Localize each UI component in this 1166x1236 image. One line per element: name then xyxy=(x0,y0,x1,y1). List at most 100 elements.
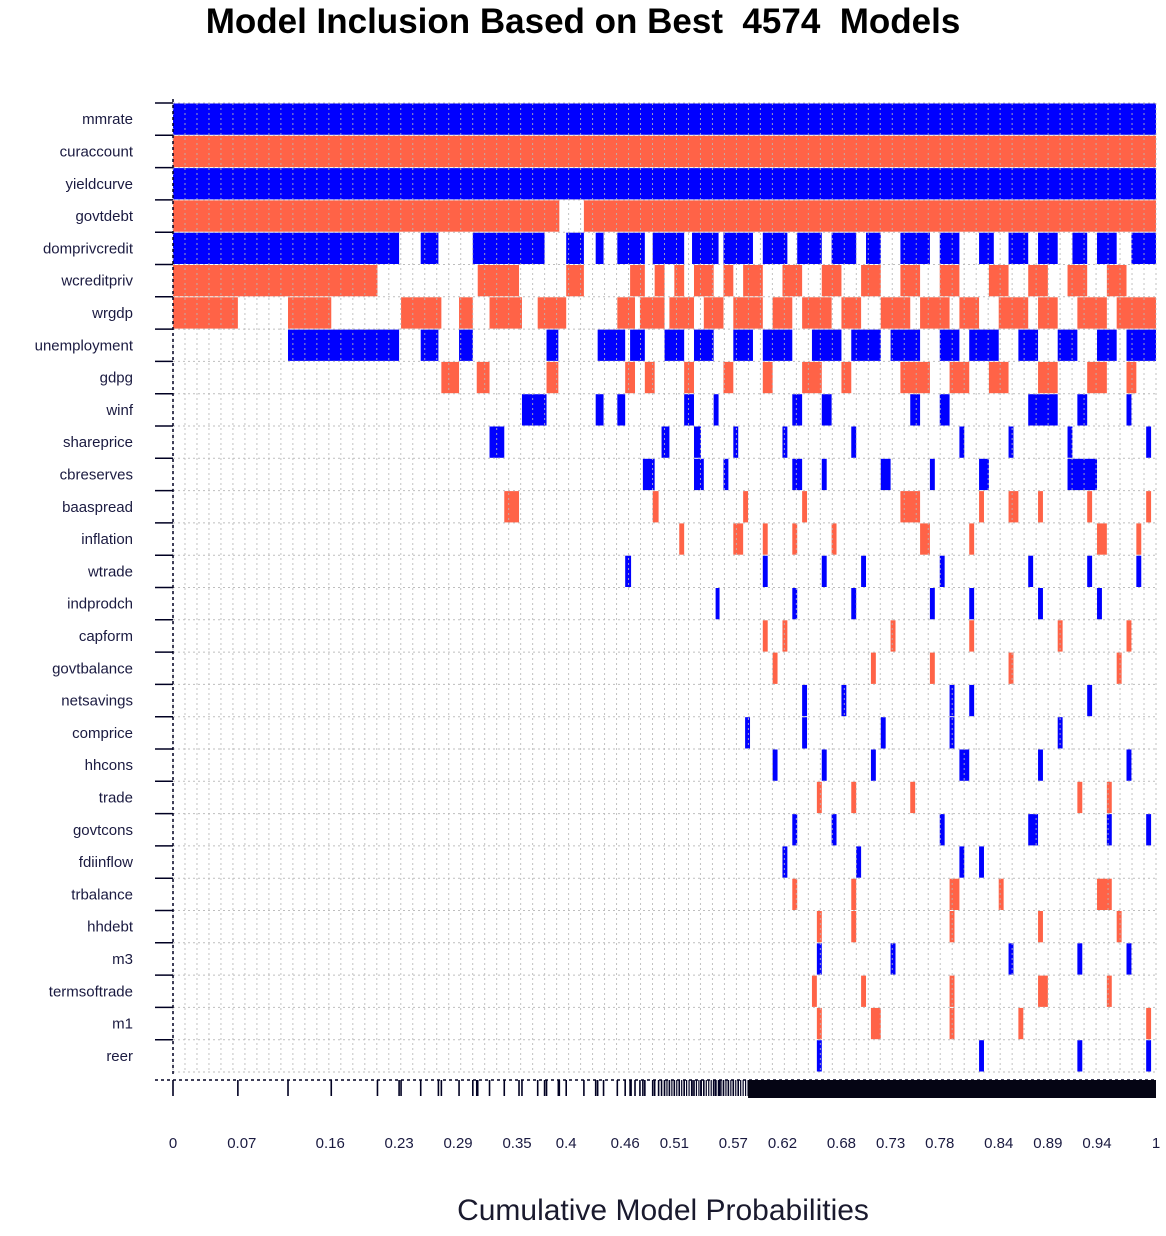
inclusion-cell-shareprice xyxy=(733,426,739,458)
inclusion-cell-hhcons xyxy=(772,749,778,781)
inclusion-cell-hhcons xyxy=(959,749,970,781)
variable-label-shareprice: shareprice xyxy=(63,434,133,451)
inclusion-cell-netsavings xyxy=(969,684,975,717)
inclusion-cell-wcreditpriv xyxy=(654,265,665,297)
inclusion-cell-capform xyxy=(890,620,896,652)
x-tick-label: 0.4 xyxy=(556,1135,577,1152)
inclusion-cell-govtcons xyxy=(792,814,798,846)
variable-label-netsavings: netsavings xyxy=(61,693,133,710)
inclusion-cell-capform xyxy=(1057,620,1063,652)
inclusion-cell-wcreditpriv xyxy=(630,265,645,297)
inclusion-cell-wtrade xyxy=(1028,555,1034,587)
inclusion-cell-govtbalance xyxy=(929,652,935,684)
inclusion-cell-m3 xyxy=(1008,943,1014,975)
inclusion-cell-winf xyxy=(792,394,803,426)
variable-label-fdiinflow: fdiinflow xyxy=(79,854,133,871)
inclusion-cell-unemployment xyxy=(459,329,473,361)
inclusion-cell-baaspread xyxy=(979,491,984,523)
variable-label-trade: trade xyxy=(99,789,133,806)
inclusion-cell-capform xyxy=(782,620,788,652)
inclusion-cell-hhdebt xyxy=(1038,911,1043,943)
inclusion-cell-comprice xyxy=(949,717,955,749)
inclusion-cell-govtdebt xyxy=(173,200,560,232)
inclusion-cell-termsoftrade xyxy=(861,975,867,1007)
inclusion-cell-domprivcredit xyxy=(566,232,584,264)
inclusion-cell-fdiinflow xyxy=(979,846,984,878)
variable-label-gdpg: gdpg xyxy=(100,370,133,387)
variable-label-termsoftrade: termsoftrade xyxy=(49,983,133,1000)
x-tick-label: 0.51 xyxy=(660,1135,689,1152)
variable-label-govtdebt: govtdebt xyxy=(75,208,133,225)
inclusion-cell-domprivcredit xyxy=(1008,232,1029,264)
inclusion-cell-unemployment xyxy=(693,329,714,361)
x-tick-label: 0.78 xyxy=(925,1135,954,1152)
inclusion-cell-unemployment xyxy=(420,329,439,361)
inclusion-cell-wtrade xyxy=(939,555,945,587)
inclusion-cell-gdpg xyxy=(988,361,1009,394)
inclusion-cell-shareprice xyxy=(1146,426,1152,458)
inclusion-cell-baaspread xyxy=(652,491,659,523)
variable-label-capform: capform xyxy=(79,628,133,645)
x-tick-label: 0.89 xyxy=(1033,1135,1062,1152)
chart-title: Model Inclusion Based on Best 4574 Model… xyxy=(205,2,961,41)
inclusion-cell-winf xyxy=(1028,394,1058,426)
inclusion-cell-trbalance xyxy=(949,878,960,910)
inclusion-cell-wtrade xyxy=(762,555,768,587)
inclusion-cell-unemployment xyxy=(1126,329,1156,361)
inclusion-cell-winf xyxy=(910,394,921,426)
variable-label-reer: reer xyxy=(106,1048,133,1065)
inclusion-cell-hhcons xyxy=(1038,749,1043,781)
inclusion-cell-m1 xyxy=(1018,1007,1024,1040)
inclusion-cell-inflation xyxy=(679,523,685,555)
inclusion-cell-unemployment xyxy=(597,329,626,361)
inclusion-cell-domprivcredit xyxy=(797,232,822,264)
variable-label-hhcons: hhcons xyxy=(85,757,133,774)
inclusion-cell-gdpg xyxy=(900,361,930,394)
inclusion-cell-wrgdp xyxy=(959,297,980,329)
inclusion-cell-wcreditpriv xyxy=(674,265,685,297)
grid-lines xyxy=(172,102,1157,1073)
inclusion-cell-wcreditpriv xyxy=(693,265,714,297)
inclusion-cell-cbreserves xyxy=(979,458,989,491)
inclusion-cell-govtcons xyxy=(831,814,837,846)
inclusion-cell-unemployment xyxy=(811,329,842,361)
inclusion-cell-unemployment xyxy=(1057,329,1078,361)
inclusion-cell-hhcons xyxy=(1126,749,1132,781)
inclusion-cell-m1 xyxy=(816,1007,822,1040)
inclusion-cell-indprodch xyxy=(851,588,857,620)
inclusion-cell-m3 xyxy=(890,943,896,975)
inclusion-cell-unemployment xyxy=(969,329,999,361)
inclusion-cell-fdiinflow xyxy=(782,846,788,878)
inclusion-cell-netsavings xyxy=(841,684,847,717)
inclusion-cell-shareprice xyxy=(782,426,788,458)
variable-label-m1: m1 xyxy=(112,1016,133,1033)
inclusion-cell-cbreserves xyxy=(642,458,655,491)
x-tick-label: 1 xyxy=(1152,1135,1160,1152)
inclusion-cell-baaspread xyxy=(743,491,749,523)
inclusion-cell-unemployment xyxy=(939,329,960,361)
inclusion-cell-wtrade xyxy=(625,555,632,587)
inclusion-cell-hhdebt xyxy=(851,911,857,943)
inclusion-cell-m1 xyxy=(870,1007,881,1040)
inclusion-cell-domprivcredit xyxy=(595,232,604,264)
inclusion-cell-inflation xyxy=(762,523,768,555)
inclusion-cell-trbalance xyxy=(998,878,1004,910)
inclusion-cell-domprivcredit xyxy=(692,232,719,264)
inclusion-cell-baaspread xyxy=(1038,491,1043,523)
inclusion-cell-wrgdp xyxy=(1038,297,1058,329)
inclusion-cell-termsoftrade xyxy=(1038,975,1048,1007)
inclusion-cell-domprivcredit xyxy=(420,232,439,264)
inclusion-cell-baaspread xyxy=(900,491,921,523)
variable-label-govtcons: govtcons xyxy=(73,822,133,839)
inclusion-cell-hhcons xyxy=(870,749,876,781)
x-tick-label: 0.07 xyxy=(227,1135,256,1152)
inclusion-cell-winf xyxy=(821,394,832,426)
inclusion-cell-wtrade xyxy=(861,555,867,587)
x-tick-label: 0.94 xyxy=(1082,1135,1111,1152)
inclusion-cell-gdpg xyxy=(723,361,734,394)
x-tick-label: 0.73 xyxy=(876,1135,905,1152)
inclusion-cell-reer xyxy=(979,1040,984,1072)
inclusion-cell-gdpg xyxy=(1087,361,1107,394)
variable-label-indprodch: indprodch xyxy=(67,596,133,613)
inclusion-cell-m3 xyxy=(816,943,822,975)
